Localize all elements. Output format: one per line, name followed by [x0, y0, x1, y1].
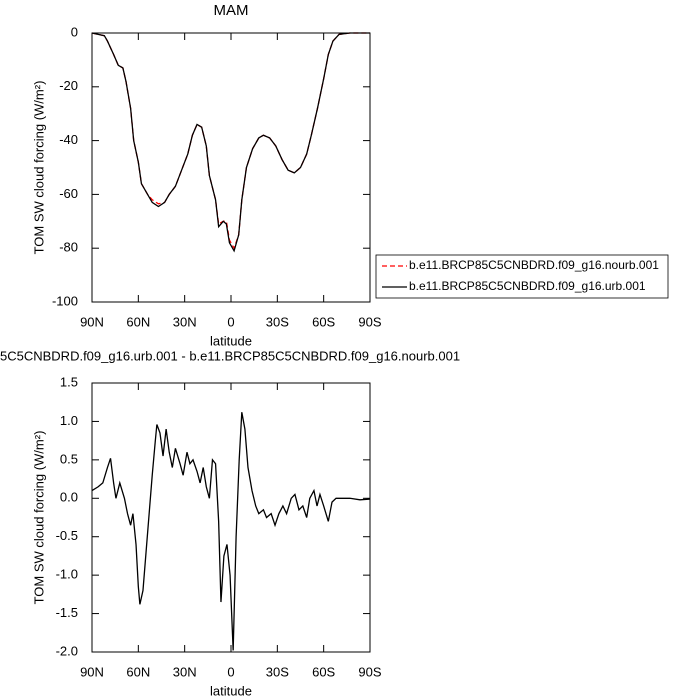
x-tick-label: 90S — [358, 664, 381, 679]
plot-frame — [91, 382, 371, 653]
y-tick-label: -60 — [59, 186, 78, 201]
data-line — [91, 32, 370, 253]
y-tick-label: -100 — [52, 293, 78, 308]
x-tick-label: 90N — [80, 664, 104, 679]
x-axis-label: latitude — [210, 683, 252, 698]
x-tick-label: 30N — [173, 664, 197, 679]
y-tick-label: 1.0 — [60, 413, 78, 428]
x-tick-label: 60S — [312, 314, 335, 329]
y-tick-label: 0 — [71, 24, 78, 39]
data-line — [91, 412, 371, 651]
y-tick-label: -2.0 — [56, 643, 78, 658]
chart-title: MAM — [214, 2, 249, 19]
y-tick-label: -1.0 — [56, 567, 78, 582]
y-axis-label: TOM SW cloud forcing (W/m²) — [31, 81, 46, 255]
x-tick-label: 60N — [126, 664, 150, 679]
y-tick-label: 0.5 — [60, 451, 78, 466]
legend-box — [375, 254, 669, 299]
y-tick-label: -20 — [59, 78, 78, 93]
x-tick-label: 0 — [227, 314, 234, 329]
y-axis-label: TOM SW cloud forcing (W/m²) — [31, 431, 46, 605]
legend-label: b.e11.BRCP85C5CNBDRD.f09_g16.nourb.001 — [409, 258, 659, 272]
y-tick-label: -40 — [59, 132, 78, 147]
y-tick-label: 1.5 — [60, 374, 78, 389]
y-tick-label: -80 — [59, 240, 78, 255]
x-tick-label: 90S — [358, 314, 381, 329]
chart-title: 5C5CNBDRD.f09_g16.urb.001 - b.e11.BRCP85… — [0, 348, 460, 363]
y-tick-label: 0.0 — [60, 490, 78, 505]
x-tick-label: 0 — [227, 664, 234, 679]
x-tick-label: 30S — [266, 664, 289, 679]
x-axis-label: latitude — [210, 333, 252, 348]
x-tick-label: 30S — [266, 314, 289, 329]
y-tick-label: -0.5 — [56, 528, 78, 543]
x-tick-label: 60N — [126, 314, 150, 329]
x-tick-label: 90N — [80, 314, 104, 329]
plot-frame — [91, 32, 371, 303]
y-tick-label: -1.5 — [56, 605, 78, 620]
x-tick-label: 60S — [312, 664, 335, 679]
x-tick-label: 30N — [173, 314, 197, 329]
legend-label: b.e11.BRCP85C5CNBDRD.f09_g16.urb.001 — [409, 279, 646, 293]
